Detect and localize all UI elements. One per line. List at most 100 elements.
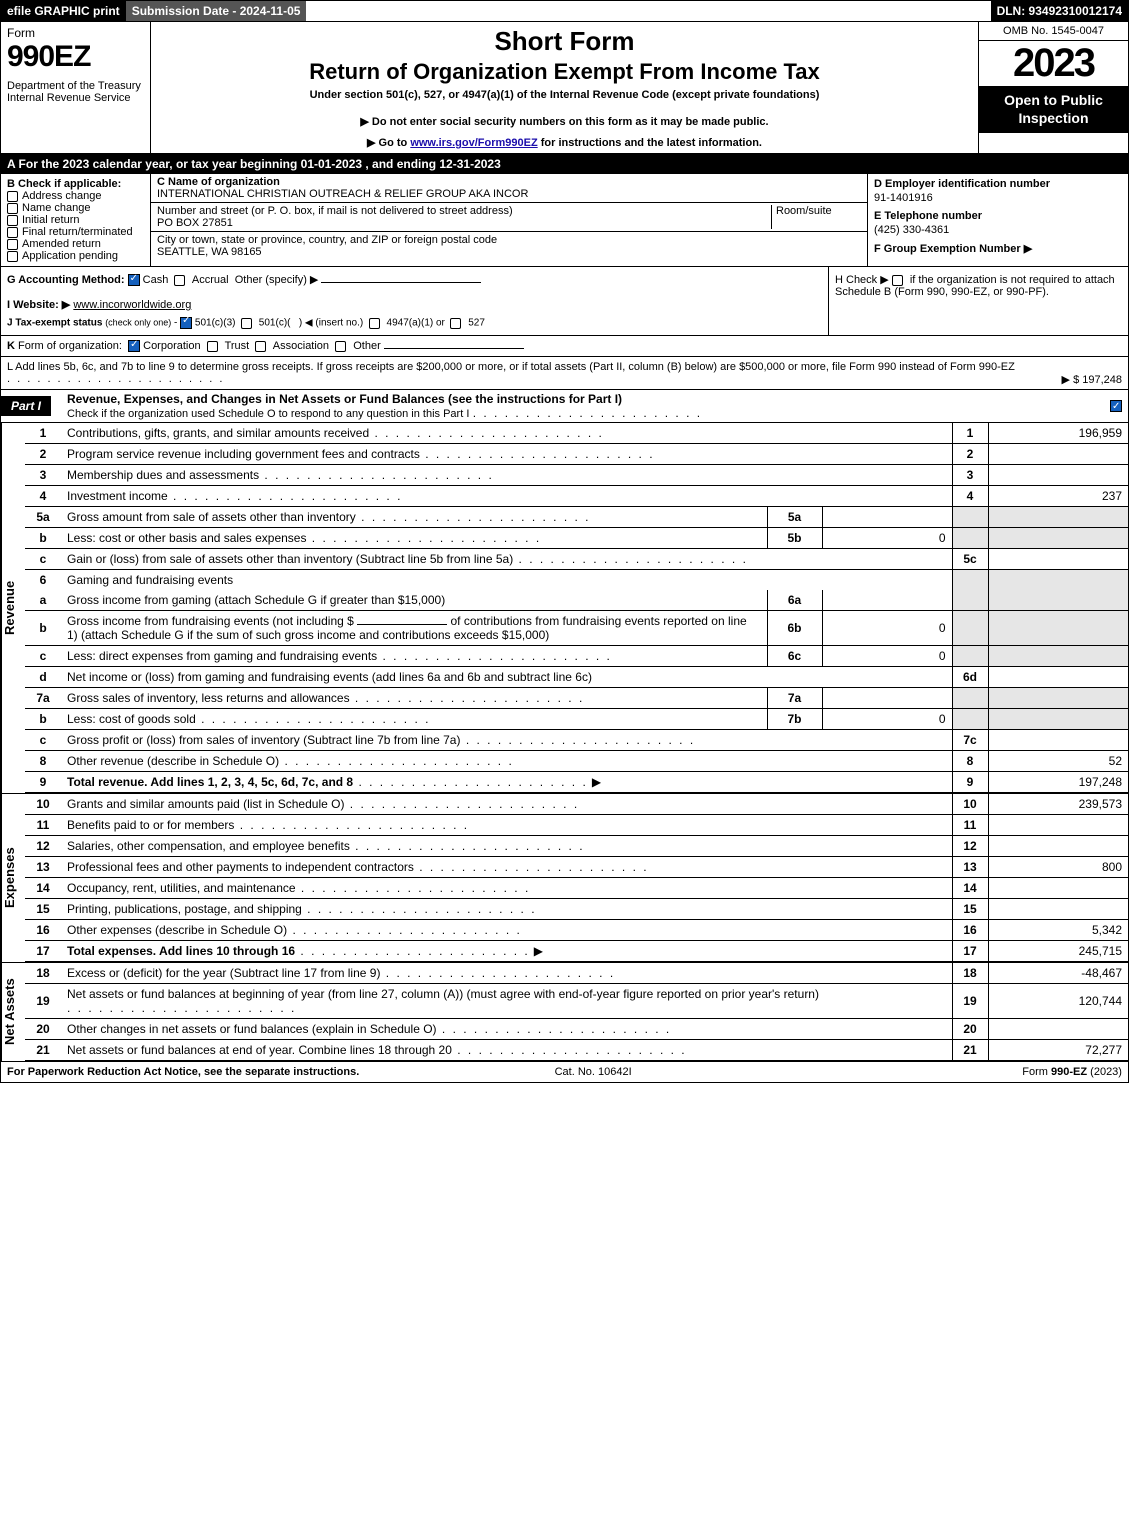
header-right: OMB No. 1545-0047 2023 Open to Public In… — [978, 22, 1128, 153]
e-label: E Telephone number — [874, 210, 1122, 222]
line-9: 9Total revenue. Add lines 1, 2, 3, 4, 5c… — [25, 772, 1128, 793]
line-10: 10Grants and similar amounts paid (list … — [25, 794, 1128, 815]
checkbox-icon[interactable] — [7, 251, 18, 262]
revenue-table: 1Contributions, gifts, grants, and simil… — [25, 423, 1128, 793]
form-990ez: efile GRAPHIC print Submission Date - 20… — [0, 0, 1129, 1083]
i-line: I Website: ▶ www.incorworldwide.org — [7, 298, 822, 311]
g-line: G Accounting Method: Cash Accrual Other … — [7, 273, 822, 286]
b-item-3: Final return/terminated — [7, 226, 144, 238]
checkbox-trust-icon[interactable] — [207, 341, 218, 352]
checkbox-icon[interactable] — [7, 239, 18, 250]
submission-date: Submission Date - 2024-11-05 — [126, 1, 307, 21]
goto-pre: ▶ Go to — [367, 137, 410, 149]
f-label: F Group Exemption Number ▶ — [874, 242, 1122, 255]
goto-link[interactable]: www.irs.gov/Form990EZ — [410, 137, 537, 149]
col-def: D Employer identification number 91-1401… — [868, 174, 1128, 266]
line-11: 11Benefits paid to or for members11 — [25, 815, 1128, 836]
b-title: B Check if applicable: — [7, 178, 144, 190]
line-6: 6Gaming and fundraising events — [25, 570, 1128, 591]
arrow-icon — [588, 775, 605, 789]
checkbox-icon[interactable] — [7, 203, 18, 214]
b-item-0: Address change — [7, 190, 144, 202]
line6b-input[interactable] — [357, 624, 447, 625]
d-ein: 91-1401916 — [874, 192, 1122, 204]
col-h: H Check ▶ if the organization is not req… — [828, 267, 1128, 335]
line-13: 13Professional fees and other payments t… — [25, 857, 1128, 878]
checkbox-accrual-icon[interactable] — [174, 275, 185, 286]
line-20: 20Other changes in net assets or fund ba… — [25, 1019, 1128, 1040]
line-7c: cGross profit or (loss) from sales of in… — [25, 730, 1128, 751]
b-item-4: Amended return — [7, 238, 144, 250]
org-city: SEATTLE, WA 98165 — [157, 246, 262, 258]
revenue-group: Revenue 1Contributions, gifts, grants, a… — [1, 423, 1128, 794]
arrow-icon — [530, 944, 547, 958]
line-7a: 7aGross sales of inventory, less returns… — [25, 688, 1128, 709]
goto-line: ▶ Go to www.irs.gov/Form990EZ for instru… — [159, 136, 970, 149]
header: Form 990EZ Department of the Treasury In… — [1, 22, 1128, 154]
footer-left: For Paperwork Reduction Act Notice, see … — [7, 1066, 359, 1078]
netassets-table: 18Excess or (deficit) for the year (Subt… — [25, 963, 1128, 1061]
line-4: 4Investment income4237 — [25, 486, 1128, 507]
checkbox-4947-icon[interactable] — [369, 318, 380, 329]
form-number: 990EZ — [7, 40, 144, 74]
l-text: L Add lines 5b, 6c, and 7b to line 9 to … — [7, 361, 1015, 373]
do-not-ssn: ▶ Do not enter social security numbers o… — [159, 115, 970, 128]
i-label: I Website: ▶ — [7, 299, 70, 311]
line-7b: bLess: cost of goods sold7b0 — [25, 709, 1128, 730]
part1-title: Revenue, Expenses, and Changes in Net As… — [59, 392, 630, 406]
line-1: 1Contributions, gifts, grants, and simil… — [25, 423, 1128, 444]
form-word: Form — [7, 26, 144, 40]
checkbox-assoc-icon[interactable] — [255, 341, 266, 352]
expenses-side-label: Expenses — [1, 794, 25, 962]
checkbox-cash-icon[interactable] — [128, 274, 140, 286]
checkbox-icon[interactable] — [7, 215, 18, 226]
line-8: 8Other revenue (describe in Schedule O)8… — [25, 751, 1128, 772]
checkbox-icon[interactable] — [7, 227, 18, 238]
top-bar: efile GRAPHIC print Submission Date - 20… — [1, 1, 1128, 22]
line-2: 2Program service revenue including gover… — [25, 444, 1128, 465]
header-left: Form 990EZ Department of the Treasury In… — [1, 22, 151, 153]
j-line: J Tax-exempt status (check only one) - 5… — [7, 317, 822, 329]
dln: DLN: 93492310012174 — [991, 1, 1128, 21]
section-b-c-d-e-f: B Check if applicable: Address change Na… — [1, 174, 1128, 267]
checkbox-501c3-icon[interactable] — [180, 317, 192, 329]
g-label: G Accounting Method: — [7, 274, 125, 286]
line-5b: bLess: cost or other basis and sales exp… — [25, 528, 1128, 549]
open-public: Open to Public Inspection — [979, 86, 1128, 133]
expenses-table: 10Grants and similar amounts paid (list … — [25, 794, 1128, 962]
checkbox-other-icon[interactable] — [335, 341, 346, 352]
line-6c: cLess: direct expenses from gaming and f… — [25, 646, 1128, 667]
footer-mid: Cat. No. 10642I — [555, 1066, 632, 1078]
website-link[interactable]: www.incorworldwide.org — [73, 299, 191, 311]
checkbox-h-icon[interactable] — [892, 275, 903, 286]
line-16: 16Other expenses (describe in Schedule O… — [25, 920, 1128, 941]
c-addr-label: Number and street (or P. O. box, if mail… — [157, 205, 513, 217]
line-6a: aGross income from gaming (attach Schedu… — [25, 590, 1128, 611]
b-item-5: Application pending — [7, 250, 144, 262]
c-city-label: City or town, state or province, country… — [157, 234, 497, 246]
org-name: INTERNATIONAL CHRISTIAN OUTREACH & RELIE… — [157, 188, 528, 200]
checkbox-527-icon[interactable] — [450, 318, 461, 329]
omb-number: OMB No. 1545-0047 — [979, 22, 1128, 41]
checkbox-501c-icon[interactable] — [241, 318, 252, 329]
line-3: 3Membership dues and assessments3 — [25, 465, 1128, 486]
l-line: L Add lines 5b, 6c, and 7b to line 9 to … — [1, 357, 1128, 390]
line-21: 21Net assets or fund balances at end of … — [25, 1040, 1128, 1061]
revenue-side-label: Revenue — [1, 423, 25, 793]
footer-right: Form 990-EZ (2023) — [1022, 1066, 1122, 1078]
efile-label: efile GRAPHIC print — [1, 1, 126, 21]
part1-tag: Part I — [1, 396, 51, 416]
row-a-period: A For the 2023 calendar year, or tax yea… — [1, 154, 1128, 174]
tax-year: 2023 — [979, 41, 1128, 86]
part1-titleblock: Revenue, Expenses, and Changes in Net As… — [51, 390, 1110, 422]
other-org-input[interactable] — [384, 348, 524, 349]
other-specify-input[interactable] — [321, 282, 481, 283]
l-amount: ▶ $ 197,248 — [1062, 373, 1122, 386]
org-addr: PO BOX 27851 — [157, 217, 233, 229]
part1-sub: Check if the organization used Schedule … — [59, 408, 469, 420]
checkbox-schedule-o-icon[interactable] — [1110, 400, 1122, 412]
checkbox-icon[interactable] — [7, 191, 18, 202]
expenses-group: Expenses 10Grants and similar amounts pa… — [1, 794, 1128, 963]
checkbox-corp-icon[interactable] — [128, 340, 140, 352]
line-6b: bGross income from fundraising events (n… — [25, 611, 1128, 646]
